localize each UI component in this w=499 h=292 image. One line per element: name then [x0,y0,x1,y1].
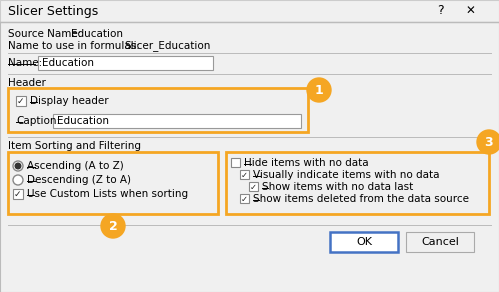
Text: Item Sorting and Filtering: Item Sorting and Filtering [8,141,141,151]
FancyBboxPatch shape [8,88,308,132]
Text: Slicer Settings: Slicer Settings [8,4,98,18]
Text: Name:: Name: [8,58,42,68]
Text: Slicer_Education: Slicer_Education [124,41,211,51]
Text: ✓: ✓ [250,182,256,192]
Text: 1: 1 [315,84,323,96]
Circle shape [13,175,23,185]
Text: ✓: ✓ [241,171,248,180]
FancyBboxPatch shape [240,170,249,179]
Circle shape [307,78,331,102]
Text: 3: 3 [485,135,494,149]
Text: ✕: ✕ [465,4,475,18]
Text: OK: OK [356,237,372,247]
Text: Show items deleted from the data source: Show items deleted from the data source [253,194,469,204]
Text: Use Custom Lists when sorting: Use Custom Lists when sorting [27,189,188,199]
Text: Header: Header [8,78,46,88]
FancyBboxPatch shape [330,232,398,252]
Text: Hide items with no data: Hide items with no data [244,158,369,168]
FancyBboxPatch shape [16,96,26,106]
Circle shape [101,214,125,238]
FancyBboxPatch shape [240,194,249,203]
FancyBboxPatch shape [231,158,240,167]
Text: Education: Education [57,116,109,126]
Text: 2: 2 [109,220,117,232]
FancyBboxPatch shape [226,152,489,214]
Text: Descending (Z to A): Descending (Z to A) [27,175,131,185]
FancyBboxPatch shape [38,56,213,70]
Circle shape [15,163,21,169]
Text: Display header: Display header [30,96,109,106]
FancyBboxPatch shape [0,22,499,292]
FancyBboxPatch shape [249,182,258,191]
Text: ✓: ✓ [16,96,24,105]
FancyBboxPatch shape [8,152,218,214]
Text: Education: Education [71,29,123,39]
Text: Source Name:: Source Name: [8,29,81,39]
Circle shape [13,161,23,171]
Text: Name to use in formulas:: Name to use in formulas: [8,41,140,51]
Circle shape [477,130,499,154]
Text: ✓: ✓ [241,194,248,204]
Text: Caption:: Caption: [16,116,60,126]
Text: Education: Education [42,58,94,68]
Text: ✓: ✓ [13,190,21,199]
Text: Cancel: Cancel [421,237,459,247]
FancyBboxPatch shape [406,232,474,252]
FancyBboxPatch shape [53,114,301,128]
Text: Show items with no data last: Show items with no data last [262,182,413,192]
FancyBboxPatch shape [13,189,23,199]
Text: Visually indicate items with no data: Visually indicate items with no data [253,170,440,180]
FancyBboxPatch shape [0,0,499,22]
Text: Ascending (A to Z): Ascending (A to Z) [27,161,124,171]
Text: ?: ? [437,4,443,18]
